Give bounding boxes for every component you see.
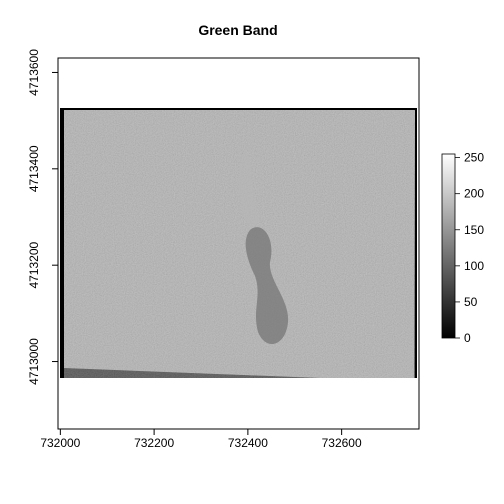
y-axis: 4713000 4713200 4713400 4713600 (27, 49, 58, 385)
y-tick-label: 4713600 (27, 49, 41, 96)
y-tick-label: 4713000 (27, 338, 41, 385)
colorbar-gradient (441, 153, 456, 339)
colorbar-tick-label: 100 (464, 259, 484, 273)
raster-texture (64, 110, 415, 378)
colorbar-tick-label: 250 (464, 151, 484, 165)
colorbar-tick-label: 0 (464, 331, 471, 345)
plot-frame (57, 57, 420, 430)
colorbar-tick-label: 50 (464, 295, 478, 309)
x-axis: 732000 732200 732400 732600 (40, 429, 362, 450)
x-tick-label: 732600 (322, 436, 362, 450)
x-tick-label: 732400 (228, 436, 268, 450)
raster-image (60, 108, 417, 378)
colorbar-tick-label: 150 (464, 223, 484, 237)
x-tick-label: 732000 (40, 436, 80, 450)
dark-channel-feature (245, 227, 289, 345)
colorbar-tick-label: 200 (464, 187, 484, 201)
colorbar: 0 50 100 150 200 250 (441, 151, 484, 345)
y-tick-label: 4713400 (27, 145, 41, 192)
x-tick-label: 732200 (134, 436, 174, 450)
chart-title: Green Band (198, 22, 277, 38)
colorbar-ticks: 0 50 100 150 200 250 (455, 151, 484, 345)
light-clearing-feature (238, 150, 259, 227)
y-tick-label: 4713200 (27, 241, 41, 288)
